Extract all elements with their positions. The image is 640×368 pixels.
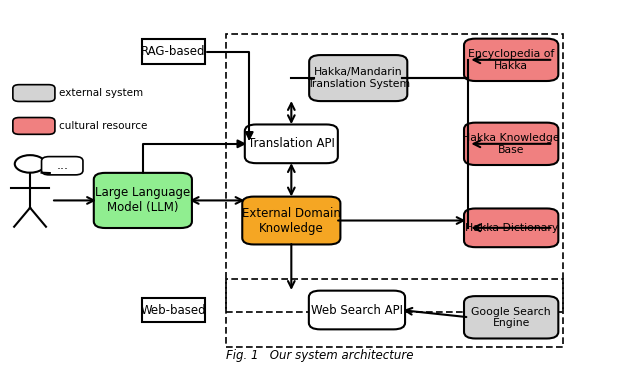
Bar <box>226 34 563 312</box>
Text: Fig. 1   Our system architecture: Fig. 1 Our system architecture <box>227 349 413 362</box>
Text: Hakka/Mandarin
Translation System: Hakka/Mandarin Translation System <box>307 67 410 89</box>
Text: Translation API: Translation API <box>248 137 335 150</box>
Text: Hakka Dictionary: Hakka Dictionary <box>465 223 558 233</box>
Bar <box>142 298 205 322</box>
FancyBboxPatch shape <box>243 197 340 244</box>
FancyBboxPatch shape <box>309 291 405 329</box>
Text: Web-based: Web-based <box>141 304 206 316</box>
FancyBboxPatch shape <box>94 173 192 228</box>
FancyBboxPatch shape <box>245 124 338 163</box>
FancyBboxPatch shape <box>42 157 83 175</box>
Text: cultural resource: cultural resource <box>59 121 147 131</box>
Text: Google Search
Engine: Google Search Engine <box>471 307 551 328</box>
Text: Encyclopedia of
Hakka: Encyclopedia of Hakka <box>468 49 554 71</box>
Text: External Domain
Knowledge: External Domain Knowledge <box>242 206 340 234</box>
FancyBboxPatch shape <box>464 208 558 247</box>
Text: RAG-based: RAG-based <box>141 45 205 58</box>
FancyBboxPatch shape <box>464 123 558 165</box>
Text: ...: ... <box>56 159 68 172</box>
Text: Large Language
Model (LLM): Large Language Model (LLM) <box>95 187 191 215</box>
FancyBboxPatch shape <box>309 55 407 101</box>
Text: Web Search API: Web Search API <box>311 304 403 316</box>
FancyBboxPatch shape <box>13 85 55 102</box>
FancyBboxPatch shape <box>464 296 558 339</box>
Bar <box>142 39 205 64</box>
Bar <box>226 279 563 347</box>
FancyBboxPatch shape <box>464 39 558 81</box>
FancyBboxPatch shape <box>13 117 55 134</box>
Text: Hakka Knowledge
Base: Hakka Knowledge Base <box>462 133 560 155</box>
Text: external system: external system <box>59 88 143 98</box>
